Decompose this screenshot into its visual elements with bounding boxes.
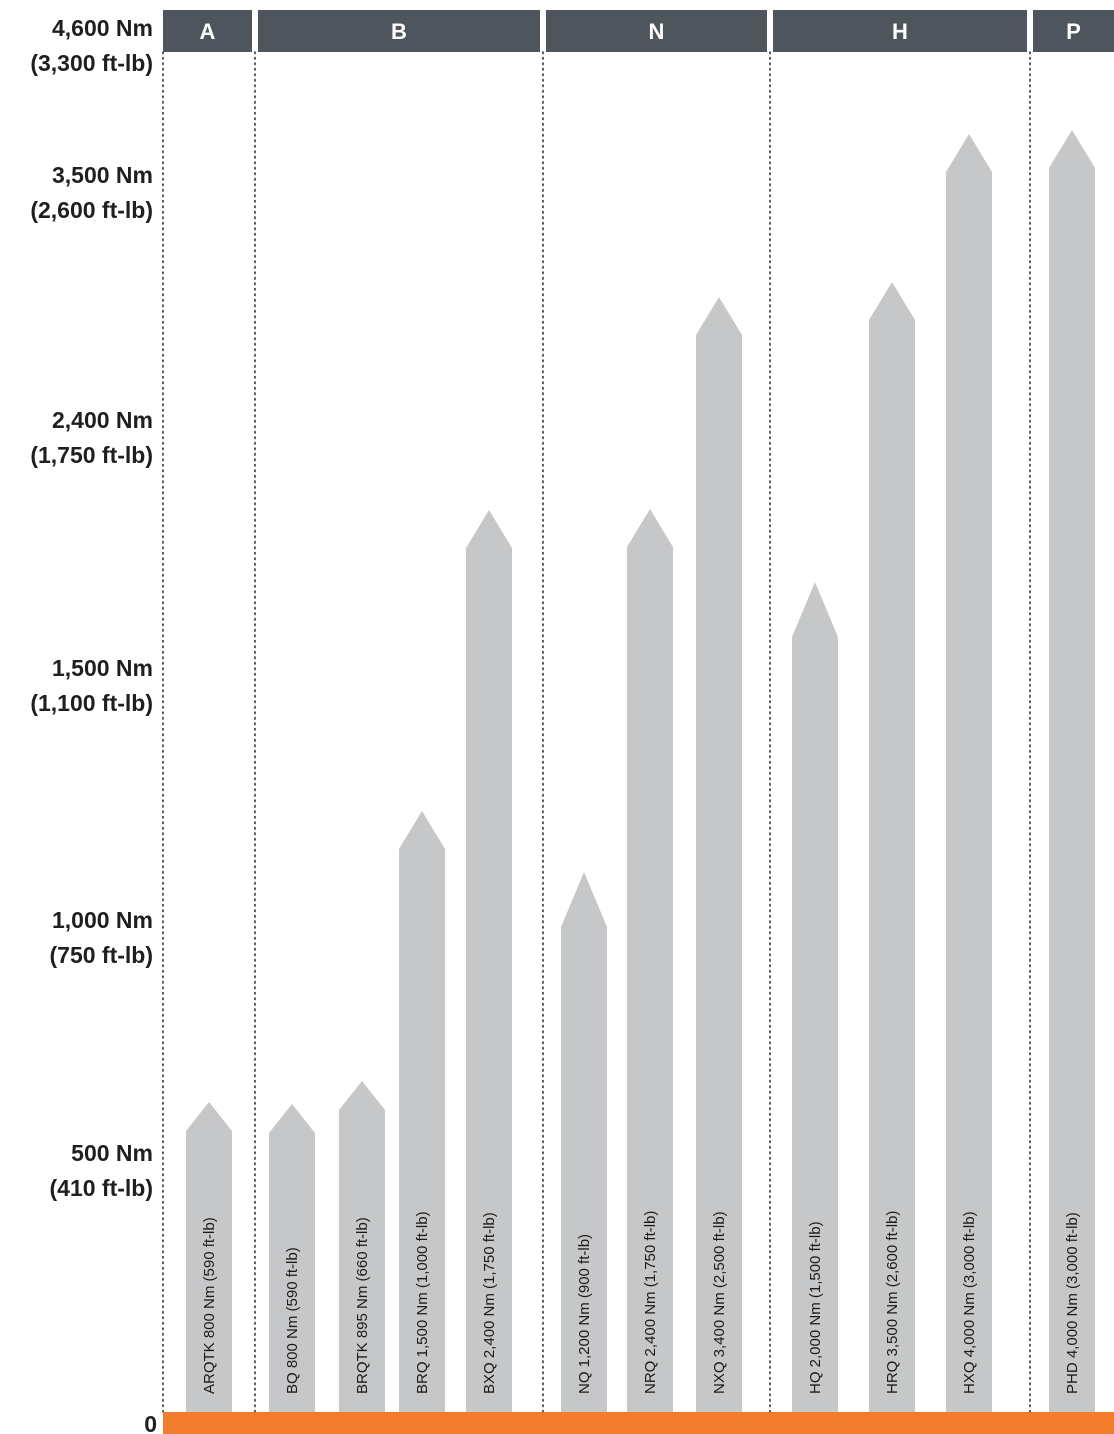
bar-label: BXQ 2,400 Nm (1,750 ft-lb)	[481, 1212, 498, 1394]
bar-brq	[399, 811, 445, 1412]
bar-nrq	[627, 509, 673, 1412]
group-header-h	[773, 10, 1027, 52]
y-tick-sublabel: (1,100 ft-lb)	[30, 690, 153, 716]
bar-hxq	[946, 134, 992, 1412]
y-tick-sublabel: (3,300 ft-lb)	[30, 50, 153, 76]
bar-hrq	[869, 282, 915, 1412]
bar-nxq	[696, 297, 742, 1412]
group-header-label: A	[200, 19, 216, 44]
bar-brqtk	[339, 1081, 385, 1412]
group-header-label: N	[649, 19, 665, 44]
group-header-a	[163, 10, 252, 52]
bar-label: NQ 1,200 Nm (900 ft-lb)	[576, 1234, 593, 1394]
bar-label: HXQ 4,000 Nm (3,000 ft-lb)	[961, 1211, 978, 1394]
bar-label: BRQ 1,500 Nm (1,000 ft-lb)	[414, 1211, 431, 1394]
group-header-n	[546, 10, 767, 52]
group-header-label: P	[1066, 19, 1081, 44]
group-header-label: H	[892, 19, 908, 44]
bar-nq	[561, 872, 607, 1412]
y-tick-label: 1,000 Nm	[52, 907, 153, 933]
y-tick-label: 4,600 Nm	[52, 15, 153, 41]
group-header-b	[258, 10, 540, 52]
bar-arqtk	[186, 1102, 232, 1412]
baseline-bar	[163, 1412, 1114, 1434]
bar-label: NRQ 2,400 Nm (1,750 ft-lb)	[642, 1211, 659, 1394]
y-tick-sublabel: (2,600 ft-lb)	[30, 197, 153, 223]
bar-bxq	[466, 510, 512, 1412]
group-header-label: B	[391, 19, 407, 44]
bars: ARQTK 800 Nm (590 ft-lb) BQ 800 Nm (590 f…	[186, 130, 1095, 1412]
y-tick-sublabel: (410 ft-lb)	[50, 1175, 154, 1201]
y-axis: 500 Nm (410 ft-lb) 1,000 Nm (750 ft-lb) 1,50…	[30, 15, 153, 1201]
bar-label: BRQTK 895 Nm (660 ft-lb)	[354, 1217, 371, 1394]
group-header-p	[1033, 10, 1114, 52]
y-tick-sublabel: (750 ft-lb)	[50, 942, 154, 968]
bar-label: NXQ 3,400 Nm (2,500 ft-lb)	[711, 1211, 728, 1394]
y-zero-label: 0	[144, 1411, 157, 1434]
y-tick-sublabel: (1,750 ft-lb)	[30, 442, 153, 468]
y-tick-label: 2,400 Nm	[52, 407, 153, 433]
y-tick-label: 3,500 Nm	[52, 162, 153, 188]
bar-hq	[792, 582, 838, 1412]
y-tick-label: 1,500 Nm	[52, 655, 153, 681]
bar-label: ARQTK 800 Nm (590 ft-lb)	[201, 1217, 218, 1394]
y-tick-label: 500 Nm	[71, 1140, 153, 1166]
bar-label: HQ 2,000 Nm (1,500 ft-lb)	[807, 1221, 824, 1394]
group-dividers	[162, 51, 1031, 1413]
bar-label: HRQ 3,500 Nm (2,600 ft-lb)	[884, 1211, 901, 1394]
bar-phd	[1049, 130, 1095, 1412]
bar-label: PHD 4,000 Nm (3,000 ft-lb)	[1064, 1212, 1081, 1394]
bar-label: BQ 800 Nm (590 ft-lb)	[284, 1247, 301, 1394]
bar-bq	[269, 1104, 315, 1412]
